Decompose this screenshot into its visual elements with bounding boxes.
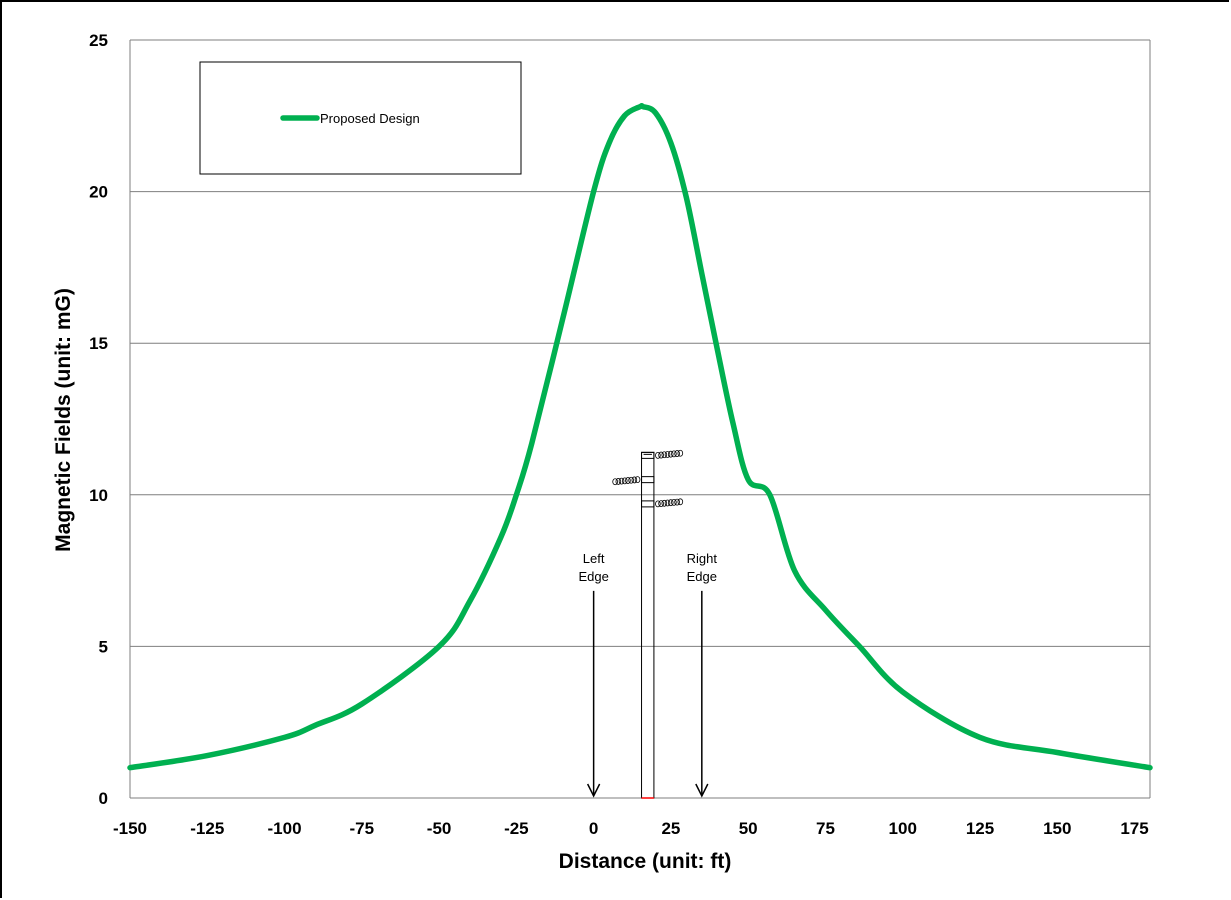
x-tick--100: -100 [268,819,302,838]
y-tick-15: 15 [89,334,108,353]
pole-arm-top-insulator [674,450,680,457]
x-tick--50: -50 [427,819,452,838]
pole-arm-top-insulator [655,451,661,459]
edge-annotations: Left Edge Right Edge [578,551,718,798]
x-tick-150: 150 [1043,819,1071,838]
y-tick-5: 5 [99,637,108,656]
pole-arm-top-bracket [641,451,655,459]
x-tick--25: -25 [504,819,529,838]
y-tick-10: 10 [89,486,108,505]
pole-body [641,451,655,799]
x-tick-100: 100 [889,819,917,838]
left-edge-label-line2: Edge [578,569,608,584]
right-edge-label-line2: Edge [687,569,717,584]
pole-arm-bottom-insulator [661,499,668,507]
x-tick-25: 25 [661,819,680,838]
pole-arm-middle-insulator [615,478,622,485]
pole-arm-middle-insulator [634,476,641,484]
pole-arm-middle-insulator [631,476,638,484]
x-tick-labels: -150 -125 -100 -75 -50 -25 0 25 50 75 100 125 150 175 [113,819,1149,838]
series-lines [127,103,1153,771]
y-tick-20: 20 [89,183,108,202]
pole-arm-top [641,449,684,459]
pole-arm-middle-bracket [641,476,655,484]
y-tick-25: 25 [89,31,108,50]
y-axis-label: Magnetic Fields (unit: mG) [52,288,75,552]
pole-arm-bottom-insulator [658,500,664,507]
right-edge-arrow-head [695,783,709,798]
pole-arm-top-insulator [664,451,671,458]
left-edge-label-line1: Left [583,551,605,566]
pole-arm-bottom-insulator [655,500,661,508]
x-tick-75: 75 [816,819,835,838]
pole-arm-middle [612,476,655,486]
pole-arm-middle-insulator [625,477,631,484]
x-tick-175: 175 [1120,819,1148,838]
pole-arm-middle-insulator [628,476,634,484]
x-tick--75: -75 [350,819,375,838]
pole-arm-bottom-insulator [664,499,671,507]
legend: Proposed Design [199,61,522,175]
pole-arm-top-insulator [671,450,677,458]
x-axis-label: Distance (unit: ft) [559,850,732,873]
y-tick-labels: 0 5 10 15 20 25 [89,31,108,808]
pole-arm-top-insulator [658,451,664,459]
legend-box [199,61,522,175]
left-edge-annotation: Left Edge [578,551,609,798]
x-tick-50: 50 [739,819,758,838]
series-line-0 [127,103,1153,771]
pole-arm-middle-insulator [621,477,628,485]
pole-arm-top-insulator [661,451,668,459]
pole-arm-middle-insulator [612,478,618,486]
pole-arm-top-insulator [677,449,684,457]
transmission-pole [612,449,684,799]
right-edge-label-line1: Right [687,551,718,566]
pole-arm-bottom-insulator [674,498,680,506]
left-edge-arrow-head [586,783,601,798]
pole-arm-top-insulator [667,450,674,458]
x-tick-0: 0 [589,819,598,838]
legend-label-0: Proposed Design [320,111,420,126]
x-tick--125: -125 [190,819,224,838]
pole-arm-bottom-insulator [667,499,674,507]
pole-arm-middle-insulator [618,477,625,485]
pole-arm-bottom-insulator [677,498,684,506]
x-tick-125: 125 [966,819,994,838]
y-tick-0: 0 [99,789,108,808]
pole-arm-bottom [641,498,684,508]
pole-arm-bottom-bracket [641,500,655,508]
x-tick--150: -150 [113,819,147,838]
right-edge-annotation: Right Edge [687,551,718,798]
gridlines [129,39,1151,799]
pole-arm-bottom-insulator [671,498,677,506]
